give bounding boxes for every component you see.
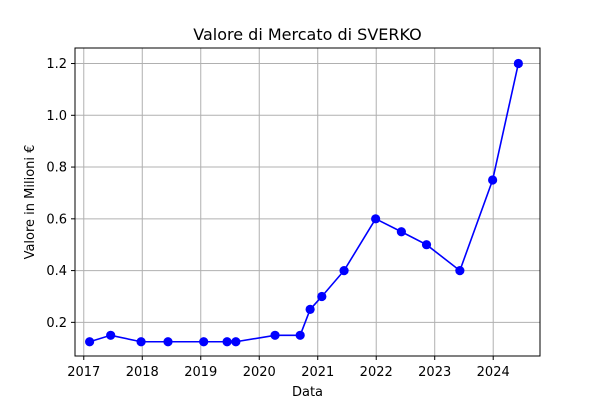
x-tick-label: 2019	[184, 365, 217, 380]
x-tick-label: 2020	[243, 365, 276, 380]
x-tick-label: 2023	[418, 365, 451, 380]
x-tick-label: 2022	[360, 365, 393, 380]
data-point	[270, 330, 280, 340]
x-axis-label: Data	[292, 385, 323, 400]
y-tick-label: 0.4	[46, 264, 67, 279]
data-point	[199, 337, 209, 347]
data-point	[371, 214, 381, 224]
y-tick-label: 0.2	[46, 316, 67, 331]
data-point	[85, 337, 95, 347]
data-point	[222, 337, 232, 347]
data-point	[396, 227, 406, 237]
y-axis-label: Valore in Milioni €	[23, 145, 38, 260]
y-tick-label: 1.2	[46, 57, 67, 72]
y-tick-label: 0.8	[46, 161, 67, 176]
data-point	[163, 337, 173, 347]
y-tick-label: 1.0	[46, 109, 67, 124]
data-point	[317, 291, 327, 302]
x-tick-label: 2021	[301, 365, 334, 380]
x-tick-label: 2024	[477, 365, 510, 380]
data-point	[513, 58, 523, 69]
data-point	[305, 304, 315, 315]
data-point	[488, 175, 498, 185]
data-point	[295, 330, 305, 340]
chart-title: Valore di Mercato di SVERKO	[193, 25, 421, 44]
x-tick-label: 2017	[67, 365, 100, 380]
y-tick-label: 0.6	[46, 212, 67, 227]
data-point	[106, 330, 116, 340]
data-point	[455, 265, 465, 276]
plot-frame	[74, 47, 541, 357]
series-layer	[85, 58, 523, 347]
data-point	[421, 240, 432, 250]
data-point	[136, 337, 146, 347]
axis-ticks: 2017 2018 2019 2020 2021 2022 2023 2024 0.2 0.4 0.…	[46, 57, 509, 380]
data-point	[231, 337, 241, 347]
data-point	[339, 265, 349, 276]
x-tick-label: 2018	[126, 365, 159, 380]
